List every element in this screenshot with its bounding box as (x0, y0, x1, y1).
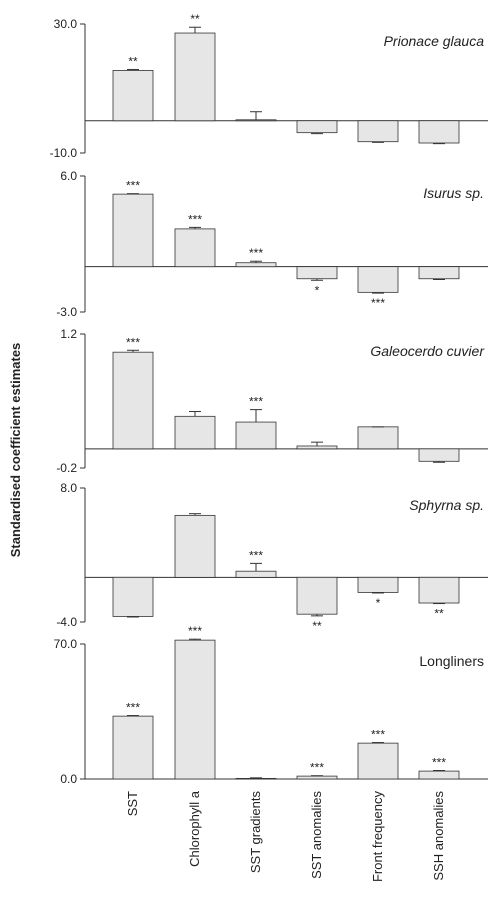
bar (174, 639, 216, 780)
bar (418, 120, 460, 144)
significance: *** (310, 761, 324, 775)
bar (112, 70, 154, 122)
bar (418, 448, 460, 462)
panel-title: Longliners (419, 653, 484, 669)
panel-title: Galeocerdo cuvier (370, 343, 485, 359)
bar (357, 266, 399, 293)
bar (235, 778, 277, 780)
y-tick-label: -3.0 (56, 305, 77, 319)
bar (112, 715, 154, 780)
x-tick-label: SST gradients (248, 791, 263, 874)
bar (112, 576, 154, 617)
bar (112, 193, 154, 268)
bar (235, 119, 277, 122)
x-tick-label: SST (125, 791, 140, 816)
bar (296, 120, 338, 134)
significance: ** (312, 619, 322, 633)
x-tick-label: Front frequency (370, 791, 385, 883)
y-tick-label: 30.0 (54, 17, 78, 31)
bar (357, 742, 399, 780)
x-tick-label: SST anomalies (309, 791, 324, 879)
bar (174, 228, 216, 268)
bar (174, 514, 216, 578)
significance: *** (126, 335, 140, 349)
significance: *** (249, 246, 263, 260)
bar (235, 570, 277, 578)
bar (418, 770, 460, 780)
y-tick-label: 8.0 (60, 481, 77, 495)
bar (296, 445, 338, 450)
bar (174, 415, 216, 450)
significance: *** (371, 728, 385, 742)
y-tick-label: -10.0 (50, 146, 78, 160)
panel-title: Prionace glauca (384, 33, 485, 49)
significance: ** (434, 607, 444, 621)
x-tick-label: Chlorophyll a (187, 790, 202, 867)
significance: *** (126, 179, 140, 193)
significance: * (315, 283, 320, 297)
panel-title: Sphyrna sp. (409, 497, 484, 513)
bar (235, 421, 277, 450)
bar (112, 351, 154, 450)
bar (235, 262, 277, 268)
bar (357, 576, 399, 593)
bar (296, 775, 338, 780)
significance: ** (128, 54, 138, 68)
panel-title: Isurus sp. (423, 185, 484, 201)
bar (357, 120, 399, 143)
y-tick-label: 1.2 (60, 327, 77, 341)
y-tick-label: 6.0 (60, 169, 77, 183)
y-tick-label: -4.0 (56, 615, 77, 629)
y-tick-label: 0.0 (60, 772, 77, 786)
y-axis-label: Standardised coefficient estimates (8, 343, 23, 558)
y-tick-label: -0.2 (56, 461, 77, 475)
bar (418, 576, 460, 604)
bar (174, 32, 216, 122)
significance: ** (190, 12, 200, 26)
bar (357, 426, 399, 450)
bar (418, 266, 460, 280)
significance: *** (188, 624, 202, 638)
significance: *** (371, 296, 385, 310)
significance: *** (432, 756, 446, 770)
y-tick-label: 70.0 (54, 637, 78, 651)
significance: *** (249, 548, 263, 562)
significance: *** (249, 395, 263, 409)
significance: *** (126, 701, 140, 715)
bar (296, 266, 338, 280)
x-tick-label: SSH anomalies (431, 791, 446, 881)
significance: *** (188, 212, 202, 226)
bar (296, 576, 338, 615)
significance: * (376, 596, 381, 610)
